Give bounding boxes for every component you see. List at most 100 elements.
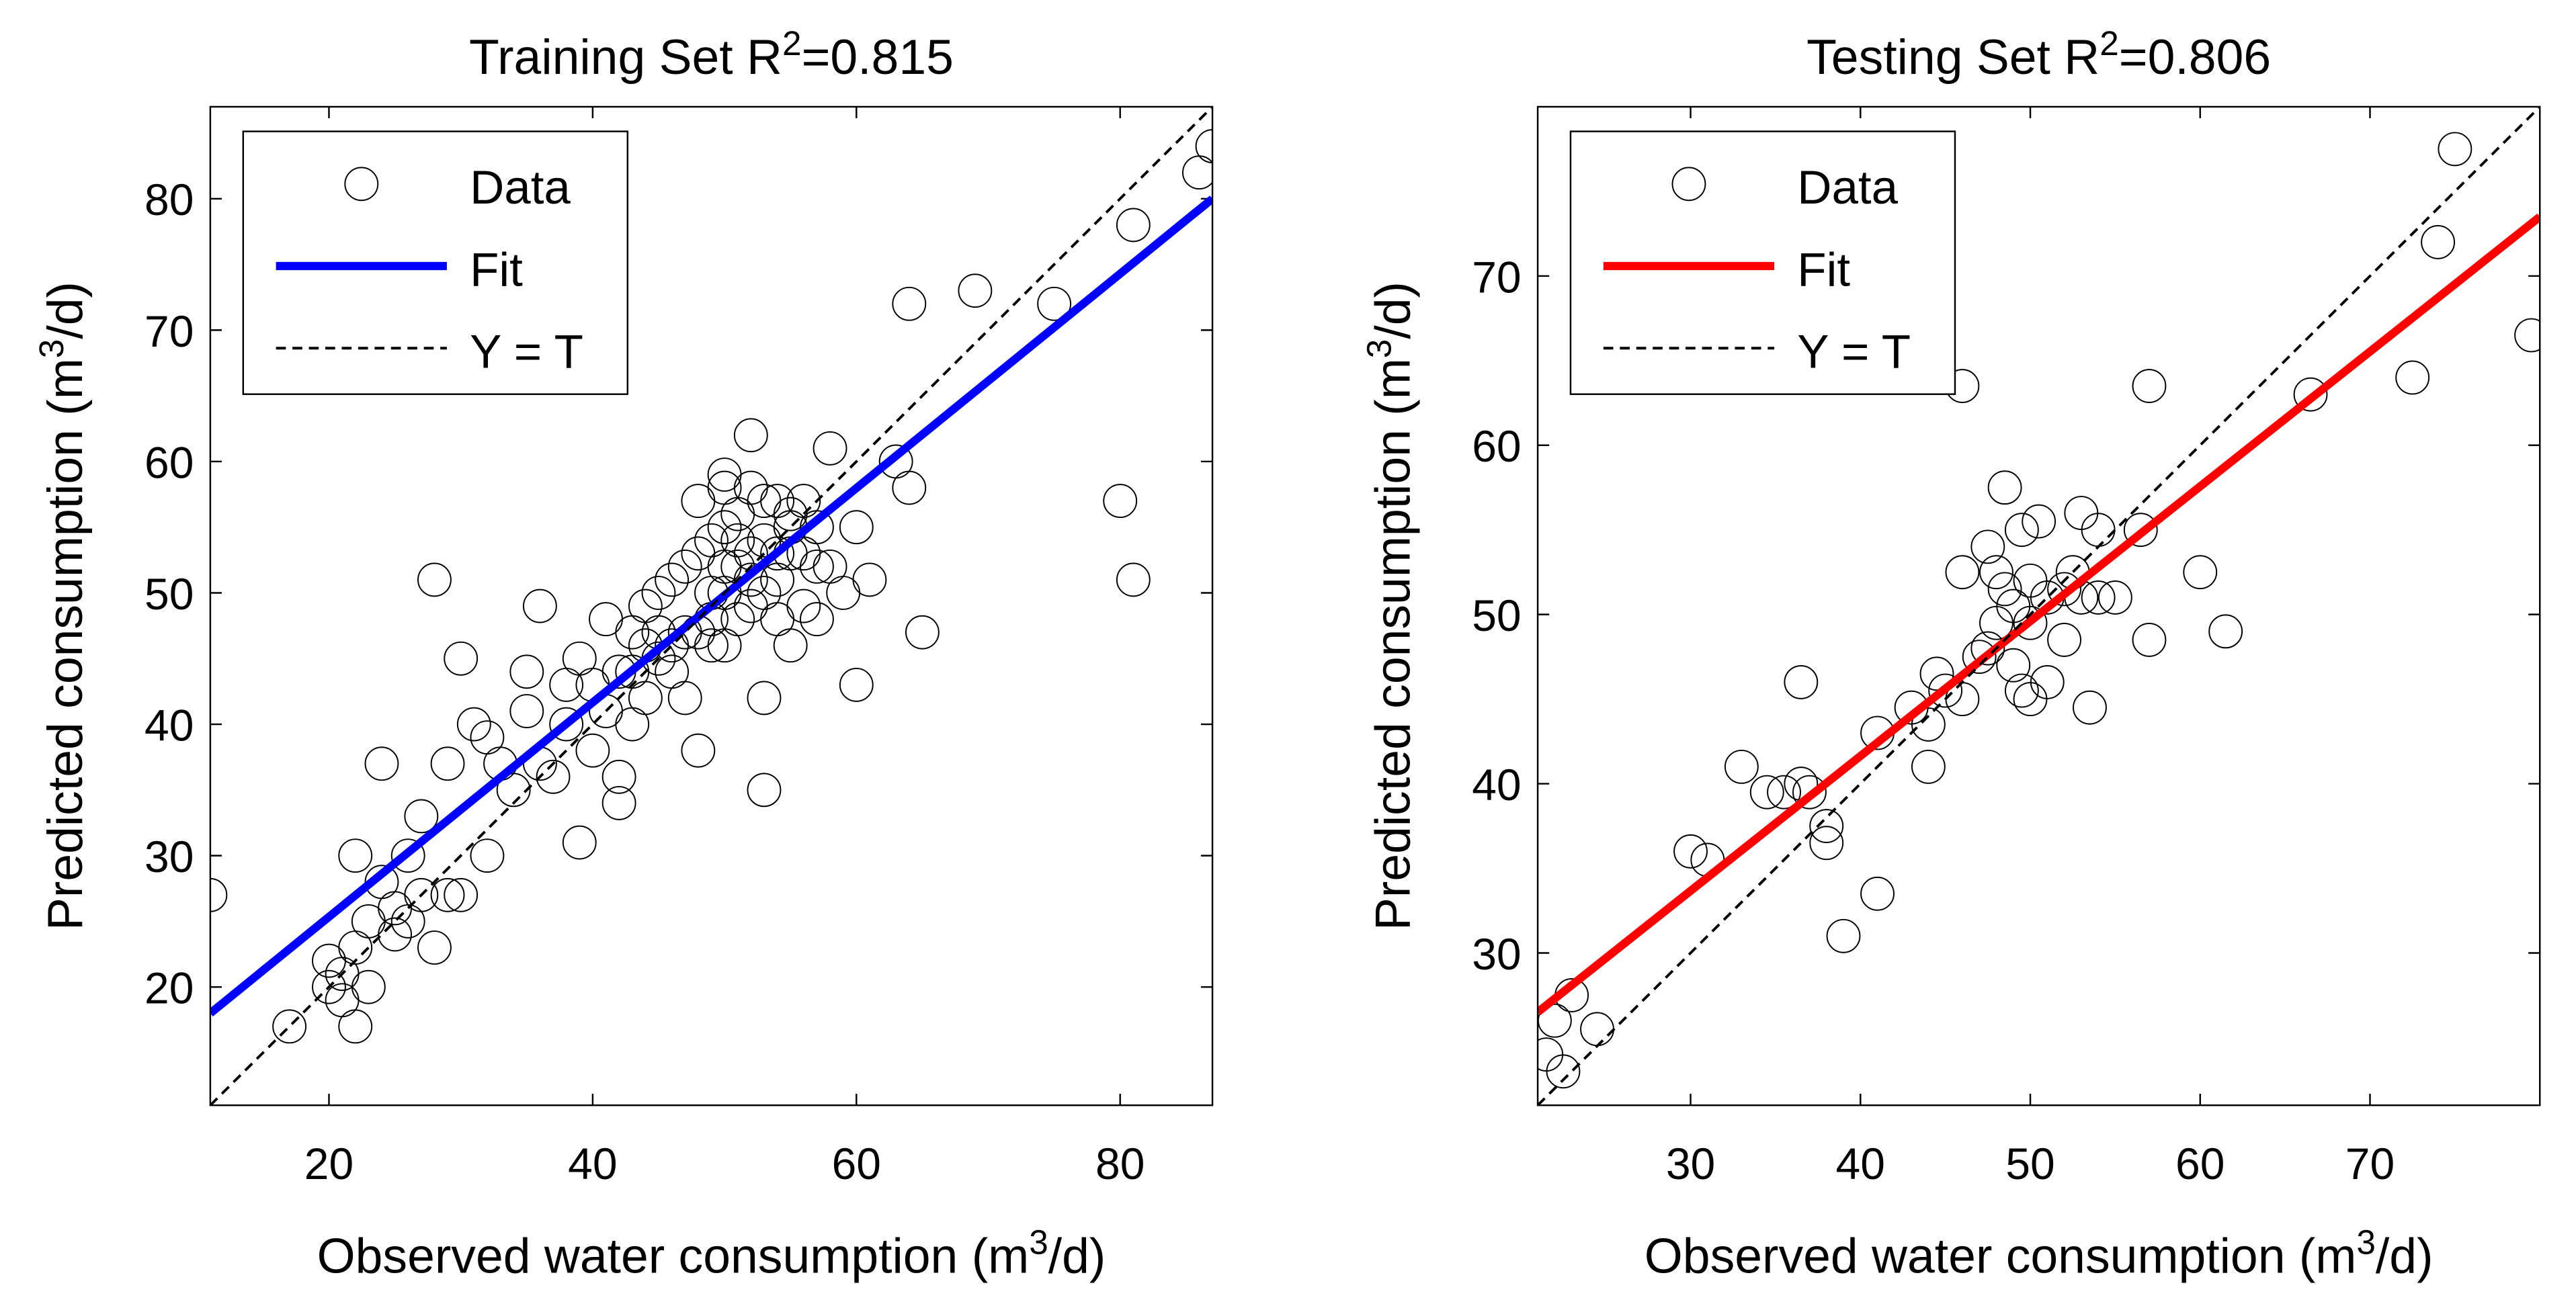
axes-frame	[209, 105, 1214, 1106]
legend-label: Fit	[1797, 243, 1850, 296]
legend-marker	[344, 167, 379, 202]
chart-title-part: Training Set R	[469, 30, 782, 85]
data-point	[444, 641, 479, 676]
data-point	[470, 838, 505, 873]
data-point	[575, 733, 610, 768]
data-point	[2438, 132, 2473, 167]
data-point	[364, 746, 399, 781]
data-point	[522, 589, 557, 623]
axes-frame	[1536, 105, 2541, 1106]
data-point	[378, 917, 413, 952]
x-axis-label: Observed water consumption (m3/d)	[317, 1223, 1106, 1284]
data-point	[720, 602, 755, 637]
y-axis-label: Predicted consumption (m3/d)	[1360, 281, 1421, 930]
legend-label: Data	[1797, 161, 1898, 214]
chart-title-part: 2	[782, 24, 802, 62]
data-point	[2073, 690, 2107, 725]
data-point	[839, 510, 874, 545]
data-point	[404, 799, 439, 834]
data-point	[2013, 605, 2048, 640]
data-point	[601, 785, 636, 820]
fit-line	[1538, 213, 2540, 1016]
legend-label: Data	[470, 161, 571, 214]
data-point	[1962, 640, 1997, 675]
data-point	[707, 510, 742, 545]
x-tick-label: 20	[304, 1139, 354, 1188]
data-point	[733, 562, 768, 597]
data-point	[2208, 614, 2243, 649]
y-axis-label-part: Predicted consumption (m	[1365, 358, 1420, 930]
data-point	[404, 877, 439, 912]
chart: Training Set R2=0.815 Observed water cons…	[32, 24, 1214, 1284]
data-point	[667, 549, 702, 584]
x-tick-label: 80	[1095, 1139, 1145, 1188]
data-point	[1987, 470, 2022, 505]
plot	[210, 106, 1213, 1106]
y-tick-label: 30	[1472, 929, 1521, 979]
data-point	[2132, 623, 2167, 657]
y-tick-label: 40	[1472, 760, 1521, 810]
data-point	[733, 418, 768, 453]
data-point	[1749, 775, 1784, 810]
data-point	[496, 773, 531, 808]
data-point	[549, 707, 584, 742]
data-point	[417, 562, 452, 597]
x-tick-label: 60	[2175, 1139, 2225, 1188]
x-tick-label: 40	[1836, 1139, 1885, 1188]
data-point	[1996, 648, 2031, 683]
data-point	[1116, 208, 1151, 243]
y-tick-label: 60	[1472, 421, 1521, 471]
data-point	[2097, 580, 2132, 615]
plot	[1538, 106, 2540, 1106]
x-axis-label-part: Observed water consumption (m	[317, 1229, 1030, 1284]
data-point	[338, 1009, 373, 1044]
data-point	[562, 825, 597, 860]
chart-title: Training Set R2=0.815	[469, 24, 954, 85]
y-tick-label: 80	[144, 175, 194, 224]
data-point	[852, 562, 887, 597]
data-point	[892, 286, 927, 321]
data-point	[1792, 775, 1827, 810]
data-point	[351, 969, 386, 1004]
data-point	[509, 694, 544, 728]
data-point	[456, 707, 491, 742]
data-point	[430, 877, 465, 912]
data-point	[417, 930, 452, 965]
data-point	[800, 602, 834, 637]
data-point	[2514, 318, 2540, 353]
data-point	[839, 667, 874, 702]
x-tick-label: 50	[2005, 1139, 2054, 1188]
data-point	[2047, 623, 2081, 657]
chart: Testing Set R2=0.806 Observed water consu…	[1360, 24, 2541, 1284]
legend-label: Y = T	[470, 326, 583, 379]
data-point	[747, 773, 782, 808]
data-point	[1037, 286, 1072, 321]
data-point	[1860, 876, 1895, 911]
y-axis-label-part: 3	[32, 339, 71, 359]
data-point	[773, 496, 808, 531]
data-point	[2395, 360, 2430, 395]
legend-marker	[1671, 167, 1706, 202]
chart-title-part: =0.806	[2119, 30, 2271, 85]
data-point	[707, 470, 742, 505]
x-axis-label-part: 3	[2356, 1223, 2376, 1261]
data-point	[655, 562, 690, 597]
data-point	[641, 576, 676, 610]
data-point	[1970, 631, 2005, 666]
data-point	[444, 877, 479, 912]
y-axis-label: Predicted consumption (m3/d)	[32, 281, 93, 930]
data-point	[536, 759, 571, 794]
data-point	[1809, 826, 1844, 861]
data-point	[2022, 504, 2056, 539]
data-point	[390, 838, 425, 873]
data-point	[2183, 555, 2218, 590]
data-point	[1673, 834, 1708, 869]
y-tick-label: 70	[144, 306, 194, 356]
data-point	[509, 654, 544, 689]
data-point	[760, 536, 795, 571]
data-point	[2004, 673, 2039, 708]
y-tick-label: 30	[144, 832, 194, 881]
data-point	[720, 523, 755, 558]
chart-title: Testing Set R2=0.806	[1806, 24, 2271, 85]
x-axis-label: Observed water consumption (m3/d)	[1645, 1223, 2434, 1284]
